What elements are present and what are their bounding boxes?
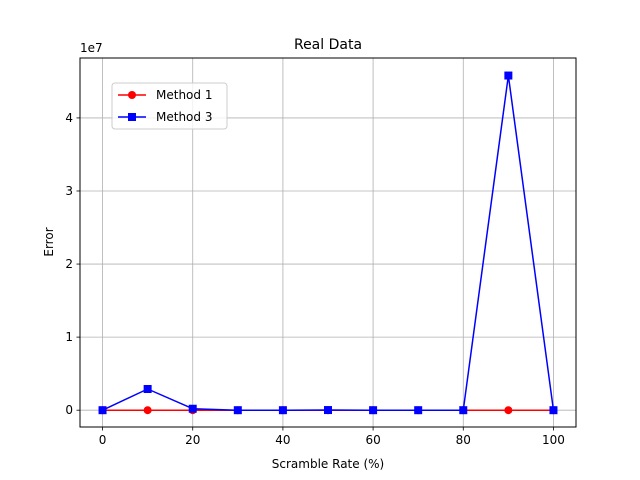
data-point-method-3 xyxy=(233,406,242,415)
data-point-method-3 xyxy=(98,406,107,415)
legend-label-method-3: Method 3 xyxy=(156,110,212,124)
data-point-method-1 xyxy=(143,406,152,415)
y-tick-label: 0 xyxy=(65,403,73,417)
data-point-method-3 xyxy=(504,71,513,80)
x-tick-label: 60 xyxy=(365,433,380,447)
data-point-method-3 xyxy=(188,404,197,413)
y-axis-label: Error xyxy=(42,227,56,256)
legend-marker-method-3 xyxy=(128,113,136,121)
x-tick-label: 0 xyxy=(99,433,107,447)
x-tick-label: 80 xyxy=(456,433,471,447)
x-tick-label: 40 xyxy=(275,433,290,447)
y-tick-label: 2 xyxy=(65,257,73,271)
y-tick-label: 3 xyxy=(65,184,73,198)
data-point-method-3 xyxy=(414,406,423,415)
data-point-method-3 xyxy=(324,406,332,415)
data-point-method-1 xyxy=(504,406,513,415)
data-point-method-3 xyxy=(549,406,558,415)
legend: Method 1 Method 3 xyxy=(111,82,228,130)
data-point-method-3 xyxy=(369,406,378,415)
chart-title: Real Data xyxy=(294,37,362,53)
y-tick-label: 4 xyxy=(65,111,73,125)
legend-marker-method-1 xyxy=(128,91,136,99)
legend-label-method-1: Method 1 xyxy=(156,88,212,102)
series-method-3 xyxy=(98,71,558,415)
x-axis-label: Scramble Rate (%) xyxy=(272,457,384,471)
plot-frame xyxy=(79,57,577,428)
x-tick-label: 100 xyxy=(542,433,565,447)
y-offset-label: 1e7 xyxy=(80,41,103,55)
x-tick-label: 20 xyxy=(185,433,200,447)
y-tick-label: 1 xyxy=(65,330,73,344)
x-axis: 0 20 40 60 80 100 xyxy=(99,427,565,447)
data-point-method-3 xyxy=(143,385,152,394)
series-layer xyxy=(98,71,558,415)
data-point-method-3 xyxy=(459,406,468,415)
y-axis: 0 1 2 3 4 xyxy=(65,111,80,417)
data-point-method-3 xyxy=(278,406,287,415)
